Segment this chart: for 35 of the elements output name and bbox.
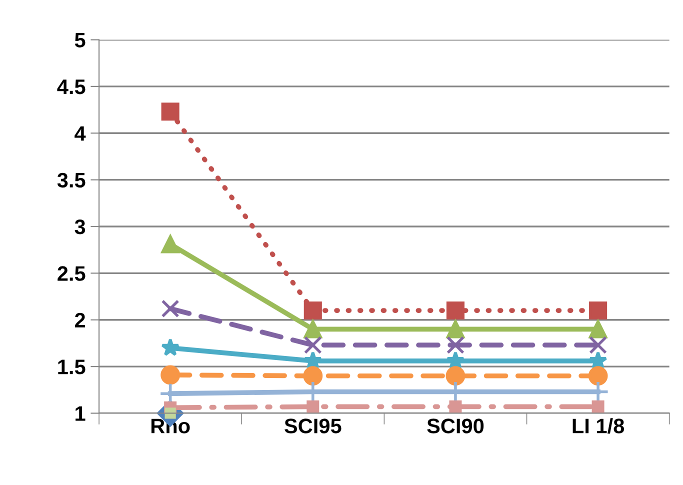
point [304, 301, 322, 320]
y-tick-label: 2 [74, 312, 86, 328]
point [304, 336, 322, 354]
point [589, 336, 608, 354]
point [161, 338, 180, 356]
y-tick-label: 1 [76, 406, 86, 421]
point [446, 366, 466, 386]
point [446, 301, 465, 320]
point [449, 400, 462, 413]
point [588, 366, 608, 386]
x-tick-label: SCI90 [427, 418, 484, 434]
y-tick-label: 4.5 [57, 80, 86, 94]
point [446, 336, 465, 354]
y-tick-label: 1.5 [58, 360, 86, 374]
point [306, 400, 320, 413]
point [592, 400, 604, 413]
point [161, 235, 180, 254]
point [304, 351, 322, 370]
x-tick-label: LI 1/8 [572, 418, 624, 434]
x-tick-label: SCI95 [284, 418, 342, 434]
point [589, 320, 608, 338]
point [589, 301, 608, 320]
point [160, 365, 180, 385]
point [446, 351, 465, 370]
point [588, 351, 608, 370]
point [161, 300, 180, 318]
point [304, 320, 322, 338]
point [446, 320, 465, 338]
point [161, 102, 180, 121]
y-tick-label: 5 [74, 32, 86, 48]
y-tick-label: 4 [74, 126, 86, 141]
point [303, 366, 323, 386]
y-tick-label: 2.5 [58, 266, 86, 281]
y-tick-label: 3.5 [57, 172, 86, 188]
y-tick-label: 3 [74, 219, 86, 234]
